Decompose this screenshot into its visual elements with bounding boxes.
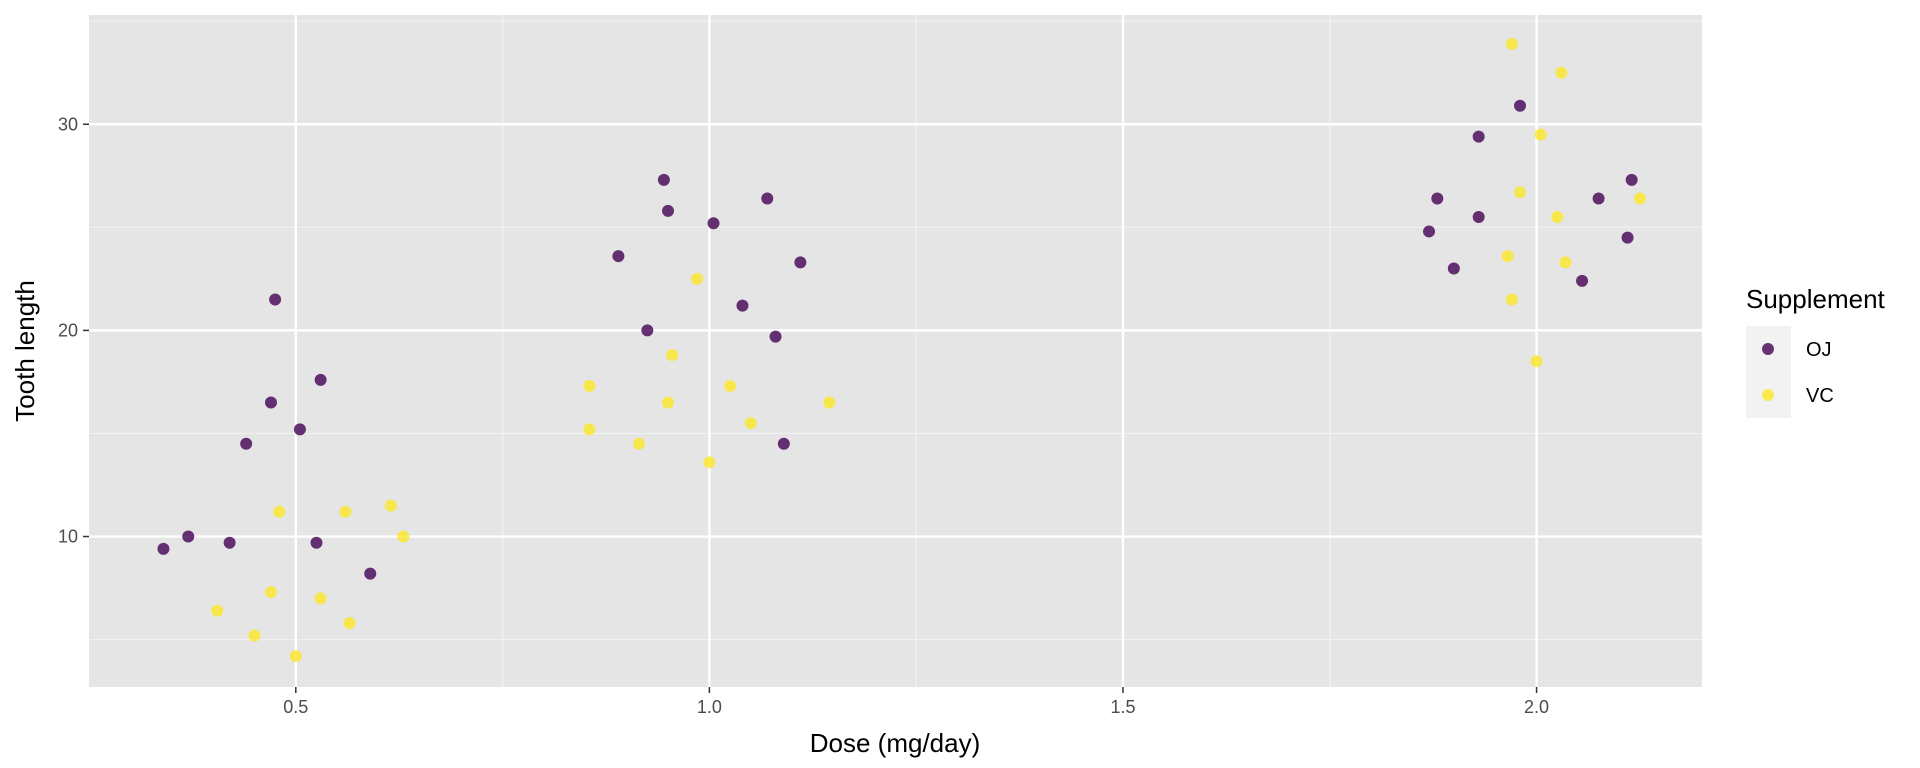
- data-point-vc: [289, 650, 302, 663]
- legend-key-background: [1746, 326, 1791, 418]
- data-point-oj: [1431, 192, 1444, 205]
- data-point-oj: [1472, 130, 1485, 143]
- data-point-oj: [794, 256, 807, 269]
- data-point-oj: [1447, 262, 1460, 275]
- data-point-oj: [264, 396, 277, 409]
- data-point-vc: [823, 396, 836, 409]
- y-tick-label: 20: [58, 320, 78, 340]
- data-point-vc: [264, 586, 277, 599]
- data-point-oj: [761, 192, 774, 205]
- data-point-vc: [1555, 66, 1568, 79]
- legend-key-oj: [1762, 343, 1774, 355]
- data-point-oj: [182, 530, 195, 543]
- data-point-vc: [314, 592, 327, 605]
- major-gridlines: [89, 15, 1702, 687]
- data-point-vc: [724, 380, 737, 393]
- data-point-oj: [1423, 225, 1436, 238]
- x-axis-title: Dose (mg/day): [810, 728, 981, 758]
- data-point-vc: [397, 530, 410, 543]
- legend: Supplement OJ VC: [1746, 284, 1886, 418]
- x-tick-label: 0.5: [283, 697, 308, 717]
- x-tick-label: 1.5: [1110, 697, 1135, 717]
- y-axis: 10 20 30: [58, 114, 89, 547]
- data-point-vc: [1505, 293, 1518, 306]
- data-point-vc: [690, 272, 703, 285]
- plot-panel: [89, 15, 1702, 687]
- data-point-oj: [657, 173, 670, 186]
- data-point-oj: [1472, 211, 1485, 224]
- data-point-vc: [1551, 211, 1564, 224]
- data-point-vc: [703, 456, 716, 469]
- data-point-oj: [1621, 231, 1634, 244]
- y-tick-label: 30: [58, 114, 78, 134]
- data-point-oj: [293, 423, 306, 436]
- y-tick-label: 10: [58, 527, 78, 547]
- data-point-oj: [612, 250, 625, 263]
- data-point-vc: [273, 505, 286, 518]
- x-tick-label: 2.0: [1524, 697, 1549, 717]
- x-tick-label: 1.0: [697, 697, 722, 717]
- data-point-oj: [240, 437, 253, 450]
- data-point-vc: [1633, 192, 1646, 205]
- data-point-vc: [1559, 256, 1572, 269]
- data-point-vc: [384, 499, 397, 512]
- data-point-oj: [707, 217, 720, 230]
- data-point-vc: [1530, 355, 1543, 368]
- data-points: [157, 37, 1646, 663]
- data-point-oj: [157, 542, 170, 555]
- data-point-vc: [211, 604, 224, 617]
- data-point-vc: [583, 423, 596, 436]
- legend-key-vc: [1762, 389, 1774, 401]
- data-point-oj: [736, 299, 749, 312]
- data-point-oj: [641, 324, 654, 337]
- data-point-vc: [1505, 37, 1518, 50]
- minor-gridlines: [89, 15, 1702, 687]
- data-point-oj: [777, 437, 790, 450]
- y-axis-title: Tooth length: [10, 280, 40, 422]
- data-point-vc: [1501, 250, 1514, 263]
- data-point-vc: [744, 417, 757, 430]
- data-point-vc: [343, 617, 356, 630]
- data-point-vc: [583, 380, 596, 393]
- data-point-vc: [339, 505, 352, 518]
- data-point-oj: [662, 204, 675, 217]
- data-point-oj: [223, 536, 236, 549]
- data-point-oj: [769, 330, 782, 343]
- data-point-vc: [1534, 128, 1547, 141]
- x-axis: 0.5 1.0 1.5 2.0: [283, 687, 1549, 717]
- data-point-oj: [269, 293, 282, 306]
- legend-title: Supplement: [1746, 284, 1886, 314]
- data-point-vc: [633, 437, 646, 450]
- data-point-oj: [310, 536, 323, 549]
- legend-label-vc: VC: [1806, 385, 1834, 407]
- data-point-oj: [314, 373, 327, 386]
- data-point-vc: [666, 349, 679, 362]
- data-point-oj: [1592, 192, 1605, 205]
- data-point-oj: [1514, 99, 1527, 112]
- data-point-oj: [1576, 274, 1589, 287]
- data-point-oj: [1625, 173, 1638, 186]
- data-point-oj: [364, 567, 377, 580]
- data-point-vc: [662, 396, 675, 409]
- legend-label-oj: OJ: [1806, 339, 1832, 361]
- data-point-vc: [248, 629, 261, 642]
- data-point-vc: [1514, 186, 1527, 199]
